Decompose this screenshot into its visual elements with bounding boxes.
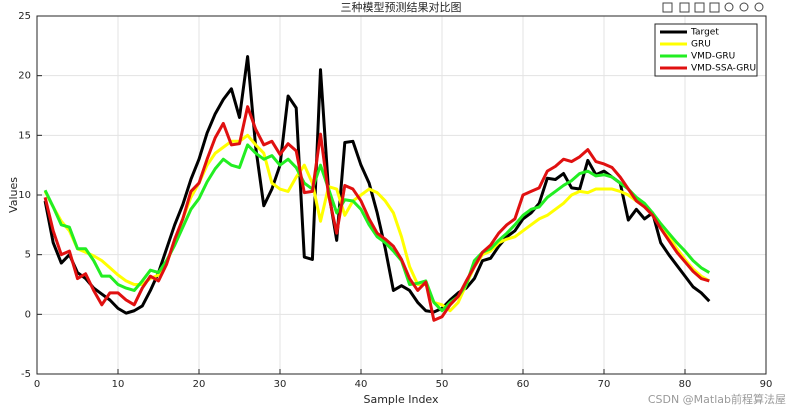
toolbar-icon[interactable] (694, 2, 705, 13)
x-tick-label: 40 (355, 379, 368, 390)
y-tick-label: 15 (18, 130, 31, 141)
x-tick-label: 50 (436, 379, 449, 390)
toolbar-icon[interactable] (709, 2, 720, 13)
toolbar-icon[interactable] (739, 2, 749, 12)
x-tick-label: 10 (112, 379, 125, 390)
x-tick-label: 90 (760, 379, 773, 390)
toolbar-icon[interactable] (679, 2, 690, 13)
toolbar-icon[interactable] (662, 2, 673, 13)
legend-label: VMD-SSA-GRU (691, 64, 756, 74)
chart-title: 三种模型预测结果对比图 (341, 0, 462, 14)
x-tick-label: 20 (193, 379, 206, 390)
x-tick-label: 80 (679, 379, 692, 390)
legend-label: Target (690, 28, 719, 38)
x-tick-label: 0 (34, 379, 40, 390)
legend: Target GRU VMD-GRU VMD-SSA-GRU (654, 23, 758, 77)
y-tick-label: 10 (18, 190, 31, 201)
axes-box (36, 15, 767, 375)
series-line (43, 133, 711, 313)
series-line (43, 143, 711, 313)
y-tick-label: 25 (18, 11, 31, 22)
legend-label: GRU (691, 40, 711, 50)
toolbar-icon[interactable] (754, 2, 764, 12)
x-tick-label: 60 (517, 379, 530, 390)
x-axis-label: Sample Index (363, 393, 439, 406)
toolbar[interactable] (662, 2, 764, 13)
y-axis-label: Values (7, 177, 20, 213)
x-tick-label: 30 (274, 379, 287, 390)
y-tick-label: 20 (18, 71, 31, 82)
y-tick-label: 0 (25, 309, 31, 320)
watermark: CSDN @Matlab前程算法屋 (648, 392, 786, 406)
y-tick-label: 5 (25, 250, 31, 261)
series-line (43, 105, 710, 322)
y-tick-label: -5 (21, 369, 31, 380)
x-tick-label: 70 (598, 379, 611, 390)
legend-label: VMD-GRU (691, 52, 735, 62)
toolbar-icon[interactable] (724, 2, 734, 12)
